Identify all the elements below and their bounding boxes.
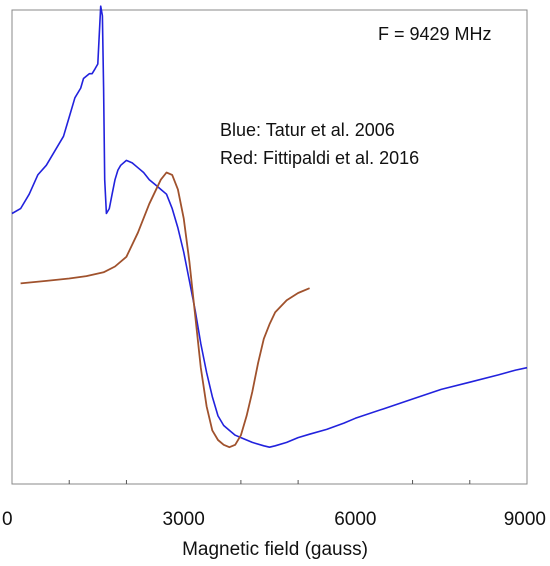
- frequency-annotation: F = 9429 MHz: [378, 24, 492, 44]
- x-tick-label-1: 3000: [163, 509, 205, 530]
- x-tick-labels: 0 3000 6000 9000: [2, 509, 546, 530]
- blue-series-note: Blue: Tatur et al. 2006: [220, 120, 395, 140]
- x-minor-ticks: [68, 480, 471, 484]
- x-tick-label-2: 6000: [334, 509, 376, 530]
- series-line-0: [11, 5, 528, 449]
- x-tick-label-0: 0: [2, 509, 13, 530]
- x-tick-label-3: 9000: [504, 509, 546, 530]
- x-axis-title: Magnetic field (gauss): [182, 539, 368, 560]
- series-layer: [11, 5, 528, 449]
- red-series-note: Red: Fittipaldi et al. 2016: [220, 148, 419, 168]
- series-line-1: [20, 171, 310, 449]
- plot-frame: [11, 9, 528, 485]
